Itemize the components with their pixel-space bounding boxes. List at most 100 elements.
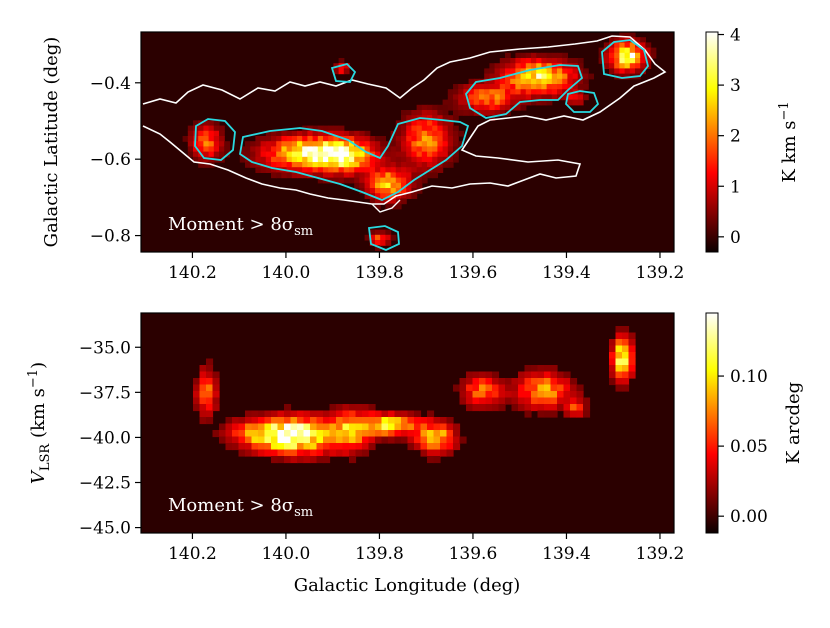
heatmap-cell: [550, 371, 558, 379]
heatmap-cell: [375, 167, 381, 173]
heatmap-cell: [458, 89, 464, 95]
heatmap-cell: [531, 94, 537, 101]
heatmap-cell: [328, 172, 334, 179]
heatmap-cell: [440, 423, 448, 431]
heatmap-cell: [492, 384, 500, 392]
heatmap-cell: [453, 104, 459, 111]
heatmap-cell: [385, 167, 392, 173]
heatmap-cell: [286, 130, 293, 137]
heatmap-cell: [317, 177, 324, 184]
heatmap-cell: [414, 423, 422, 431]
heatmap-cell: [258, 449, 266, 457]
heatmap-cell: [369, 162, 376, 168]
heatmap-cell: [427, 172, 433, 179]
heatmap-cell: [338, 130, 345, 137]
heatmap-cell: [406, 115, 412, 121]
heatmap-cell: [406, 151, 412, 158]
heatmap-cell: [250, 141, 256, 147]
heatmap-cell: [463, 104, 470, 111]
heatmap-cell: [536, 52, 542, 59]
heatmap-cell: [290, 430, 298, 438]
heatmap-cell: [479, 104, 485, 111]
heatmap-cell: [609, 352, 617, 360]
heatmap-cell: [333, 136, 340, 142]
heatmap-cell: [307, 141, 314, 147]
heatmap-cell: [572, 73, 579, 80]
heatmap-cell: [385, 146, 392, 153]
heatmap-cell: [524, 410, 532, 418]
heatmap-cell: [442, 162, 449, 168]
heatmap-cell: [440, 436, 448, 444]
heatmap-cell: [225, 423, 233, 431]
heatmap-cell: [336, 423, 344, 431]
heatmap-cell: [406, 130, 412, 137]
heatmap-cell: [640, 42, 646, 49]
heatmap-cell: [615, 371, 623, 379]
heatmap-cell: [562, 78, 568, 85]
heatmap-cell: [510, 68, 516, 75]
heatmap-cell: [323, 443, 331, 451]
heatmap-cell: [570, 410, 578, 418]
heatmap-cell: [212, 391, 220, 399]
heatmap-cell: [203, 141, 210, 147]
heatmap-cell: [563, 397, 571, 405]
heatmap-cell: [421, 146, 428, 153]
heatmap-cell: [328, 146, 334, 153]
heatmap-cell: [447, 136, 454, 142]
heatmap-cell: [531, 397, 539, 405]
heatmap-cell: [463, 89, 470, 95]
heatmap-cell: [395, 136, 402, 142]
heatmap-cell: [411, 156, 418, 163]
heatmap-cell: [208, 146, 215, 153]
heatmap-cell: [265, 146, 272, 153]
heatmap-cell: [359, 167, 366, 173]
heatmap-cell: [258, 410, 266, 418]
heatmap-cell: [446, 436, 454, 444]
heatmap-cell: [411, 125, 418, 132]
heatmap-cell: [544, 384, 552, 392]
heatmap-cell: [416, 172, 423, 179]
heatmap-cell: [264, 436, 272, 444]
heatmap-cell: [520, 104, 527, 111]
heatmap-cell: [203, 130, 210, 137]
heatmap-cell: [381, 410, 389, 418]
heatmap-cell: [297, 443, 305, 451]
heatmap-cell: [264, 430, 272, 438]
heatmap-cell: [206, 410, 214, 418]
heatmap-cell: [271, 156, 277, 163]
heatmap-cell: [297, 141, 303, 147]
heatmap-cell: [401, 436, 409, 444]
heatmap-cell: [537, 410, 545, 418]
top-colorbar-label: K km s−1: [777, 101, 800, 182]
heatmap-cell: [619, 47, 626, 54]
heatmap-cell: [432, 146, 438, 153]
heatmap-cell: [494, 84, 501, 90]
heatmap-cell: [479, 110, 485, 116]
heatmap-cell: [302, 151, 308, 158]
heatmap-cell: [437, 156, 444, 163]
bottom-heatmap-cells: [193, 326, 636, 464]
heatmap-cell: [541, 89, 548, 95]
heatmap-cell: [193, 397, 201, 405]
heatmap-cell: [525, 99, 532, 106]
heatmap-cell: [437, 130, 444, 137]
heatmap-cell: [479, 89, 485, 95]
heatmap-cell: [385, 240, 392, 246]
heatmap-cell: [219, 130, 225, 137]
heatmap-cell: [342, 443, 350, 451]
heatmap-cell: [310, 436, 318, 444]
heatmap-cell: [557, 63, 563, 69]
heatmap-cell: [349, 156, 355, 163]
heatmap-cell: [369, 234, 376, 241]
heatmap-cell: [388, 430, 396, 438]
heatmap-cell: [380, 141, 386, 147]
heatmap-cell: [453, 94, 459, 101]
heatmap-cell: [416, 136, 423, 142]
heatmap-cell: [342, 410, 350, 418]
x-tick-label: 140.0: [262, 544, 311, 564]
heatmap-cell: [303, 430, 311, 438]
heatmap-cell: [286, 151, 293, 158]
heatmap-cell: [333, 177, 340, 184]
heatmap-cell: [271, 443, 279, 451]
heatmap-cell: [525, 84, 532, 90]
